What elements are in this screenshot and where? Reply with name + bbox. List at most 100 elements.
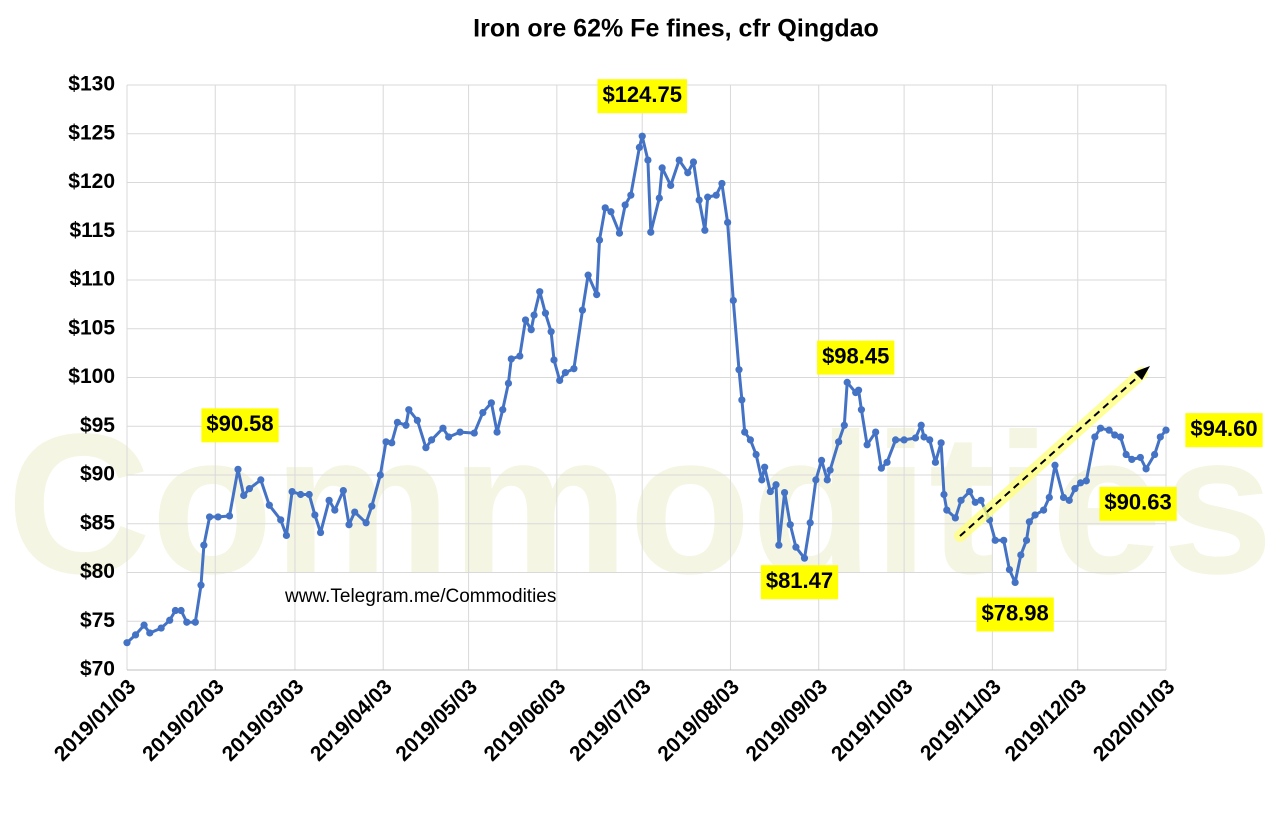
y-tick-label: $120 xyxy=(68,170,115,193)
marker xyxy=(493,428,501,436)
y-tick-label: $105 xyxy=(68,316,115,339)
marker xyxy=(644,156,652,164)
marker xyxy=(872,428,880,436)
marker xyxy=(951,514,959,522)
marker xyxy=(550,356,558,364)
marker xyxy=(516,352,524,360)
marker xyxy=(863,441,871,449)
marker xyxy=(297,490,305,499)
marker xyxy=(427,436,436,444)
marker xyxy=(826,466,834,474)
marker xyxy=(214,513,222,521)
marker xyxy=(240,491,248,500)
x-tick-label: 2019/08/03 xyxy=(653,675,744,766)
marker xyxy=(362,519,370,527)
marker xyxy=(422,444,430,452)
marker xyxy=(689,158,698,166)
marker xyxy=(351,508,359,516)
x-tick-label: 2019/05/03 xyxy=(391,675,482,766)
marker xyxy=(530,311,538,319)
x-tick-label: 2019/09/03 xyxy=(742,675,833,766)
marker xyxy=(1031,511,1039,519)
marker xyxy=(316,528,325,537)
marker xyxy=(638,132,646,140)
marker xyxy=(257,476,265,484)
marker xyxy=(265,501,273,509)
marker xyxy=(741,428,749,436)
marker xyxy=(800,554,809,562)
marker xyxy=(647,228,655,236)
marker xyxy=(382,438,390,446)
marker xyxy=(1017,551,1025,559)
marker xyxy=(675,156,683,164)
annotation-label: $98.45 xyxy=(822,343,889,368)
marker xyxy=(445,433,453,441)
marker xyxy=(835,438,843,446)
x-tick-label: 2019/02/03 xyxy=(138,675,229,766)
marker xyxy=(561,369,569,377)
x-tick-label: 2019/07/03 xyxy=(565,675,656,766)
y-tick-label: $90 xyxy=(80,463,115,486)
marker xyxy=(724,218,732,227)
marker xyxy=(971,498,979,506)
trend-arrow xyxy=(959,374,1141,537)
marker xyxy=(1071,485,1079,493)
marker xyxy=(1000,536,1008,544)
annotation-label: $94.60 xyxy=(1190,416,1257,441)
marker xyxy=(911,434,920,442)
marker xyxy=(1156,433,1164,441)
marker xyxy=(772,481,780,489)
marker xyxy=(817,456,826,464)
source-text: www.Telegram.me/Commodities xyxy=(284,586,556,607)
marker xyxy=(601,204,609,212)
marker xyxy=(393,418,402,426)
marker xyxy=(704,193,712,201)
marker xyxy=(635,143,643,151)
marker xyxy=(1025,518,1033,526)
marker xyxy=(541,309,550,317)
marker xyxy=(1077,479,1085,487)
marker xyxy=(1045,493,1053,502)
marker xyxy=(695,196,703,204)
annotation-box xyxy=(1099,486,1177,521)
trend-arrowhead xyxy=(1134,366,1150,380)
marker xyxy=(1065,496,1073,504)
y-tick-label: $100 xyxy=(68,365,115,388)
marker xyxy=(943,506,951,514)
marker xyxy=(1105,426,1113,434)
marker xyxy=(780,488,789,497)
marker xyxy=(1091,433,1099,441)
marker xyxy=(775,541,783,549)
marker xyxy=(157,624,165,632)
marker xyxy=(1136,453,1144,462)
marker xyxy=(729,296,737,305)
marker xyxy=(1059,493,1068,502)
annotation-box xyxy=(817,340,895,375)
y-tick-label: $95 xyxy=(80,414,115,437)
marker xyxy=(499,406,507,414)
annotation-box xyxy=(597,79,687,114)
marker xyxy=(926,436,934,444)
marker xyxy=(627,191,635,199)
marker xyxy=(536,288,544,296)
marker xyxy=(684,169,692,177)
marker xyxy=(746,436,755,444)
marker xyxy=(131,631,140,639)
marker xyxy=(547,328,555,336)
marker xyxy=(655,194,663,202)
marker xyxy=(735,366,743,374)
marker xyxy=(718,179,726,188)
marker xyxy=(288,487,296,496)
marker xyxy=(521,316,530,324)
marker xyxy=(527,326,535,334)
annotation-box xyxy=(201,408,279,443)
marker xyxy=(470,429,478,437)
marker xyxy=(883,458,891,466)
marker xyxy=(191,618,199,626)
marker xyxy=(843,378,851,386)
x-tick-label: 2019/04/03 xyxy=(306,675,397,766)
y-tick-label: $75 xyxy=(80,609,115,632)
marker xyxy=(413,416,421,424)
marker xyxy=(667,181,675,190)
y-tick-label: $130 xyxy=(68,73,115,96)
